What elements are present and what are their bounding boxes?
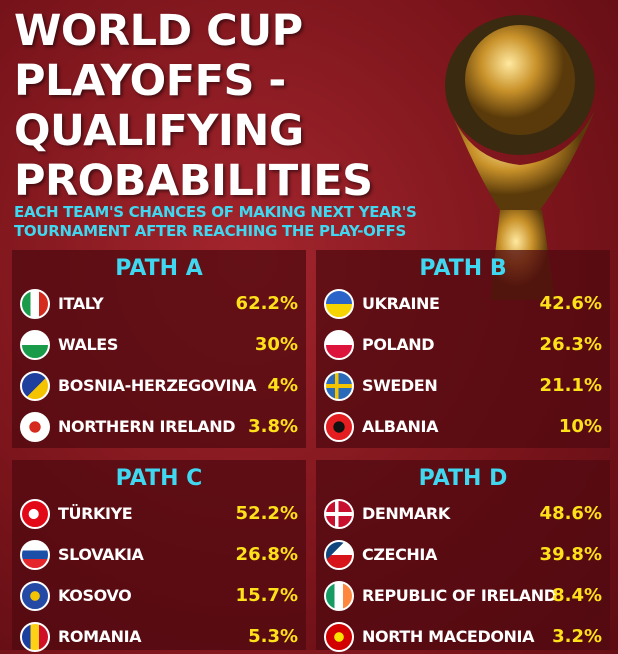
team-name: UKRAINE — [362, 294, 440, 313]
team-name: ITALY — [58, 294, 104, 313]
team-probability: 5.3% — [248, 626, 298, 647]
path-panel: PATH D DENMARK 48.6% CZECHIA 39.8% REPUBLIC O… — [316, 460, 610, 652]
team-row: CZECHIA 39.8% — [324, 538, 602, 572]
team-probability: 15.7% — [235, 585, 298, 606]
team-probability: 8.4% — [552, 585, 602, 606]
team-name: NORTH MACEDONIA — [362, 627, 535, 646]
subtitle-line: TOURNAMENT AFTER REACHING THE PLAY-OFFS — [14, 222, 407, 240]
flag — [20, 330, 50, 360]
team-name: POLAND — [362, 335, 435, 354]
team-row: UKRAINE 42.6% — [324, 287, 602, 321]
team-probability: 26.3% — [539, 334, 602, 355]
title-line: QUALIFYING — [14, 106, 304, 156]
team-name: NORTHERN IRELAND — [58, 417, 236, 436]
team-row: KOSOVO 15.7% — [20, 579, 298, 613]
team-row: BOSNIA-HERZEGOVINA 4% — [20, 369, 298, 403]
path-panel: PATH B UKRAINE 42.6% POLAND 26.3% SWEDEN 21.1%… — [316, 250, 610, 448]
team-row: POLAND 26.3% — [324, 328, 602, 362]
team-probability: 42.6% — [539, 293, 602, 314]
team-row: ALBANIA 10% — [324, 410, 602, 444]
team-probability: 4% — [267, 375, 298, 396]
path-title: PATH C — [115, 466, 203, 491]
flag — [324, 412, 354, 442]
flag — [324, 499, 354, 529]
team-row: DENMARK 48.6% — [324, 497, 602, 531]
team-probability: 48.6% — [539, 503, 602, 524]
team-row: NORTHERN IRELAND 3.8% — [20, 410, 298, 444]
path-panel: PATH C TÜRKIYE 52.2% SLOVAKIA 26.8% KOSOVO 15.… — [12, 460, 306, 652]
flag — [324, 622, 354, 652]
flag — [20, 581, 50, 611]
path-title: PATH B — [419, 256, 507, 281]
team-name: TÜRKIYE — [58, 504, 133, 523]
team-name: ROMANIA — [58, 627, 142, 646]
title-line: PLAYOFFS - — [14, 56, 286, 106]
team-probability: 30% — [254, 334, 298, 355]
team-probability: 52.2% — [235, 503, 298, 524]
team-row: REPUBLIC OF IRELAND 8.4% — [324, 579, 602, 613]
flag — [20, 412, 50, 442]
team-probability: 3.2% — [552, 626, 602, 647]
path-title: PATH A — [115, 256, 203, 281]
team-probability: 26.8% — [235, 544, 298, 565]
flag — [324, 289, 354, 319]
team-probability: 21.1% — [539, 375, 602, 396]
path-panel: PATH A ITALY 62.2% WALES 30% BOSNIA-HERZEGOVI… — [12, 250, 306, 448]
team-row: WALES 30% — [20, 328, 298, 362]
path-title: PATH D — [418, 466, 508, 491]
flag — [20, 499, 50, 529]
flag — [324, 581, 354, 611]
flag — [324, 540, 354, 570]
title-line: PROBABILITIES — [14, 156, 373, 206]
flag — [20, 289, 50, 319]
team-name: CZECHIA — [362, 545, 437, 564]
flag — [20, 540, 50, 570]
team-row: TÜRKIYE 52.2% — [20, 497, 298, 531]
team-name: DENMARK — [362, 504, 450, 523]
team-name: REPUBLIC OF IRELAND — [362, 586, 557, 605]
team-row: ROMANIA 5.3% — [20, 620, 298, 654]
flag — [324, 330, 354, 360]
flag — [20, 622, 50, 652]
team-name: KOSOVO — [58, 586, 132, 605]
team-row: SLOVAKIA 26.8% — [20, 538, 298, 572]
team-probability: 10% — [558, 416, 602, 437]
title-line: WORLD CUP — [14, 6, 303, 56]
subtitle-line: EACH TEAM'S CHANCES OF MAKING NEXT YEAR'… — [14, 203, 417, 221]
team-name: ALBANIA — [362, 417, 439, 436]
flag — [20, 371, 50, 401]
team-name: BOSNIA-HERZEGOVINA — [58, 376, 257, 395]
team-row: ITALY 62.2% — [20, 287, 298, 321]
team-row: NORTH MACEDONIA 3.2% — [324, 620, 602, 654]
team-name: SWEDEN — [362, 376, 438, 395]
team-name: WALES — [58, 335, 118, 354]
team-probability: 39.8% — [539, 544, 602, 565]
team-name: SLOVAKIA — [58, 545, 144, 564]
team-probability: 62.2% — [235, 293, 298, 314]
team-probability: 3.8% — [248, 416, 298, 437]
team-row: SWEDEN 21.1% — [324, 369, 602, 403]
flag — [324, 371, 354, 401]
